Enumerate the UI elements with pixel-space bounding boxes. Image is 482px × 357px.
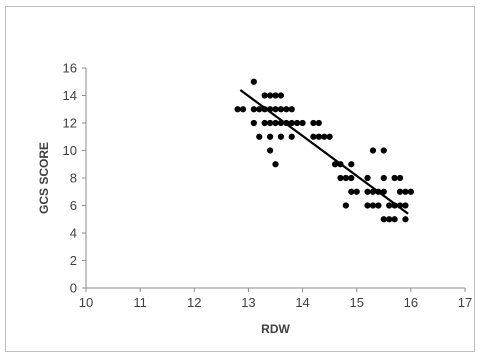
y-ticks: 0 2 4 6 8 10 12 14 16 [63, 61, 86, 296]
data-point [369, 147, 377, 154]
data-point [337, 174, 344, 182]
data-point [277, 92, 285, 99]
data-point [315, 133, 322, 140]
data-point [261, 119, 268, 127]
data-point [266, 133, 274, 140]
x-axis-title: RDW [261, 322, 290, 336]
y-tick-label: 8 [70, 171, 77, 186]
data-point [364, 188, 371, 195]
data-point [277, 133, 285, 140]
data-point [380, 147, 387, 154]
y-tick-label: 2 [70, 253, 77, 268]
y-tick-label: 12 [63, 116, 77, 131]
x-tick-label: 11 [133, 295, 147, 310]
data-point [364, 202, 371, 209]
data-point [272, 106, 279, 113]
y-tick-label: 16 [63, 61, 77, 76]
data-point [315, 119, 322, 127]
data-point [283, 106, 290, 113]
data-point [310, 133, 317, 140]
data-point [261, 92, 268, 99]
y-tick-label: 4 [70, 226, 77, 241]
x-tick-label: 16 [404, 295, 418, 310]
data-point [288, 106, 295, 113]
data-point [310, 119, 317, 127]
data-point [250, 106, 257, 113]
data-point [380, 216, 387, 223]
data-point [256, 106, 263, 113]
data-point [369, 202, 377, 209]
y-tick-label: 0 [70, 281, 77, 296]
data-point [272, 161, 279, 168]
x-ticks: 10 11 12 13 14 15 16 17 [79, 288, 472, 310]
x-tick-label: 12 [187, 295, 201, 310]
y-tick-label: 14 [63, 88, 77, 103]
data-point [266, 92, 274, 99]
y-tick-label: 6 [70, 198, 77, 213]
data-point [348, 174, 355, 182]
data-point [272, 119, 279, 127]
x-tick-label: 17 [458, 295, 472, 310]
data-point [266, 119, 274, 127]
data-point [277, 106, 285, 113]
data-point [402, 202, 409, 209]
data-point [386, 216, 393, 223]
data-point [353, 188, 360, 195]
data-point [380, 174, 387, 182]
data-point [402, 216, 409, 223]
data-point [294, 119, 301, 127]
data-point [272, 92, 279, 99]
data-point [391, 216, 398, 223]
data-points [234, 78, 414, 223]
data-point [407, 188, 414, 195]
data-point [239, 106, 247, 113]
y-axis-title: GCS SCORE [37, 142, 51, 214]
data-point [288, 119, 295, 127]
axes [85, 68, 465, 289]
data-point [375, 202, 382, 209]
x-tick-label: 13 [241, 295, 255, 310]
data-point [321, 133, 328, 140]
data-point [386, 202, 393, 209]
x-tick-label: 10 [79, 295, 93, 310]
y-tick-label: 10 [63, 143, 77, 158]
data-point [348, 188, 355, 195]
data-point [288, 133, 295, 140]
x-tick-label: 15 [349, 295, 363, 310]
x-tick-label: 14 [295, 295, 309, 310]
data-point [250, 119, 257, 127]
data-point [391, 174, 398, 182]
data-point [396, 174, 404, 182]
data-point [342, 202, 349, 209]
data-point [364, 174, 371, 182]
data-point [402, 188, 409, 195]
data-point [256, 133, 263, 140]
data-point [234, 106, 241, 113]
data-point [342, 174, 349, 182]
trendline [239, 89, 409, 215]
data-point [348, 161, 355, 168]
data-point [331, 161, 339, 168]
data-point [326, 133, 333, 140]
data-point [299, 119, 306, 127]
data-point [266, 147, 274, 154]
data-point [250, 78, 257, 85]
data-point [396, 188, 404, 195]
